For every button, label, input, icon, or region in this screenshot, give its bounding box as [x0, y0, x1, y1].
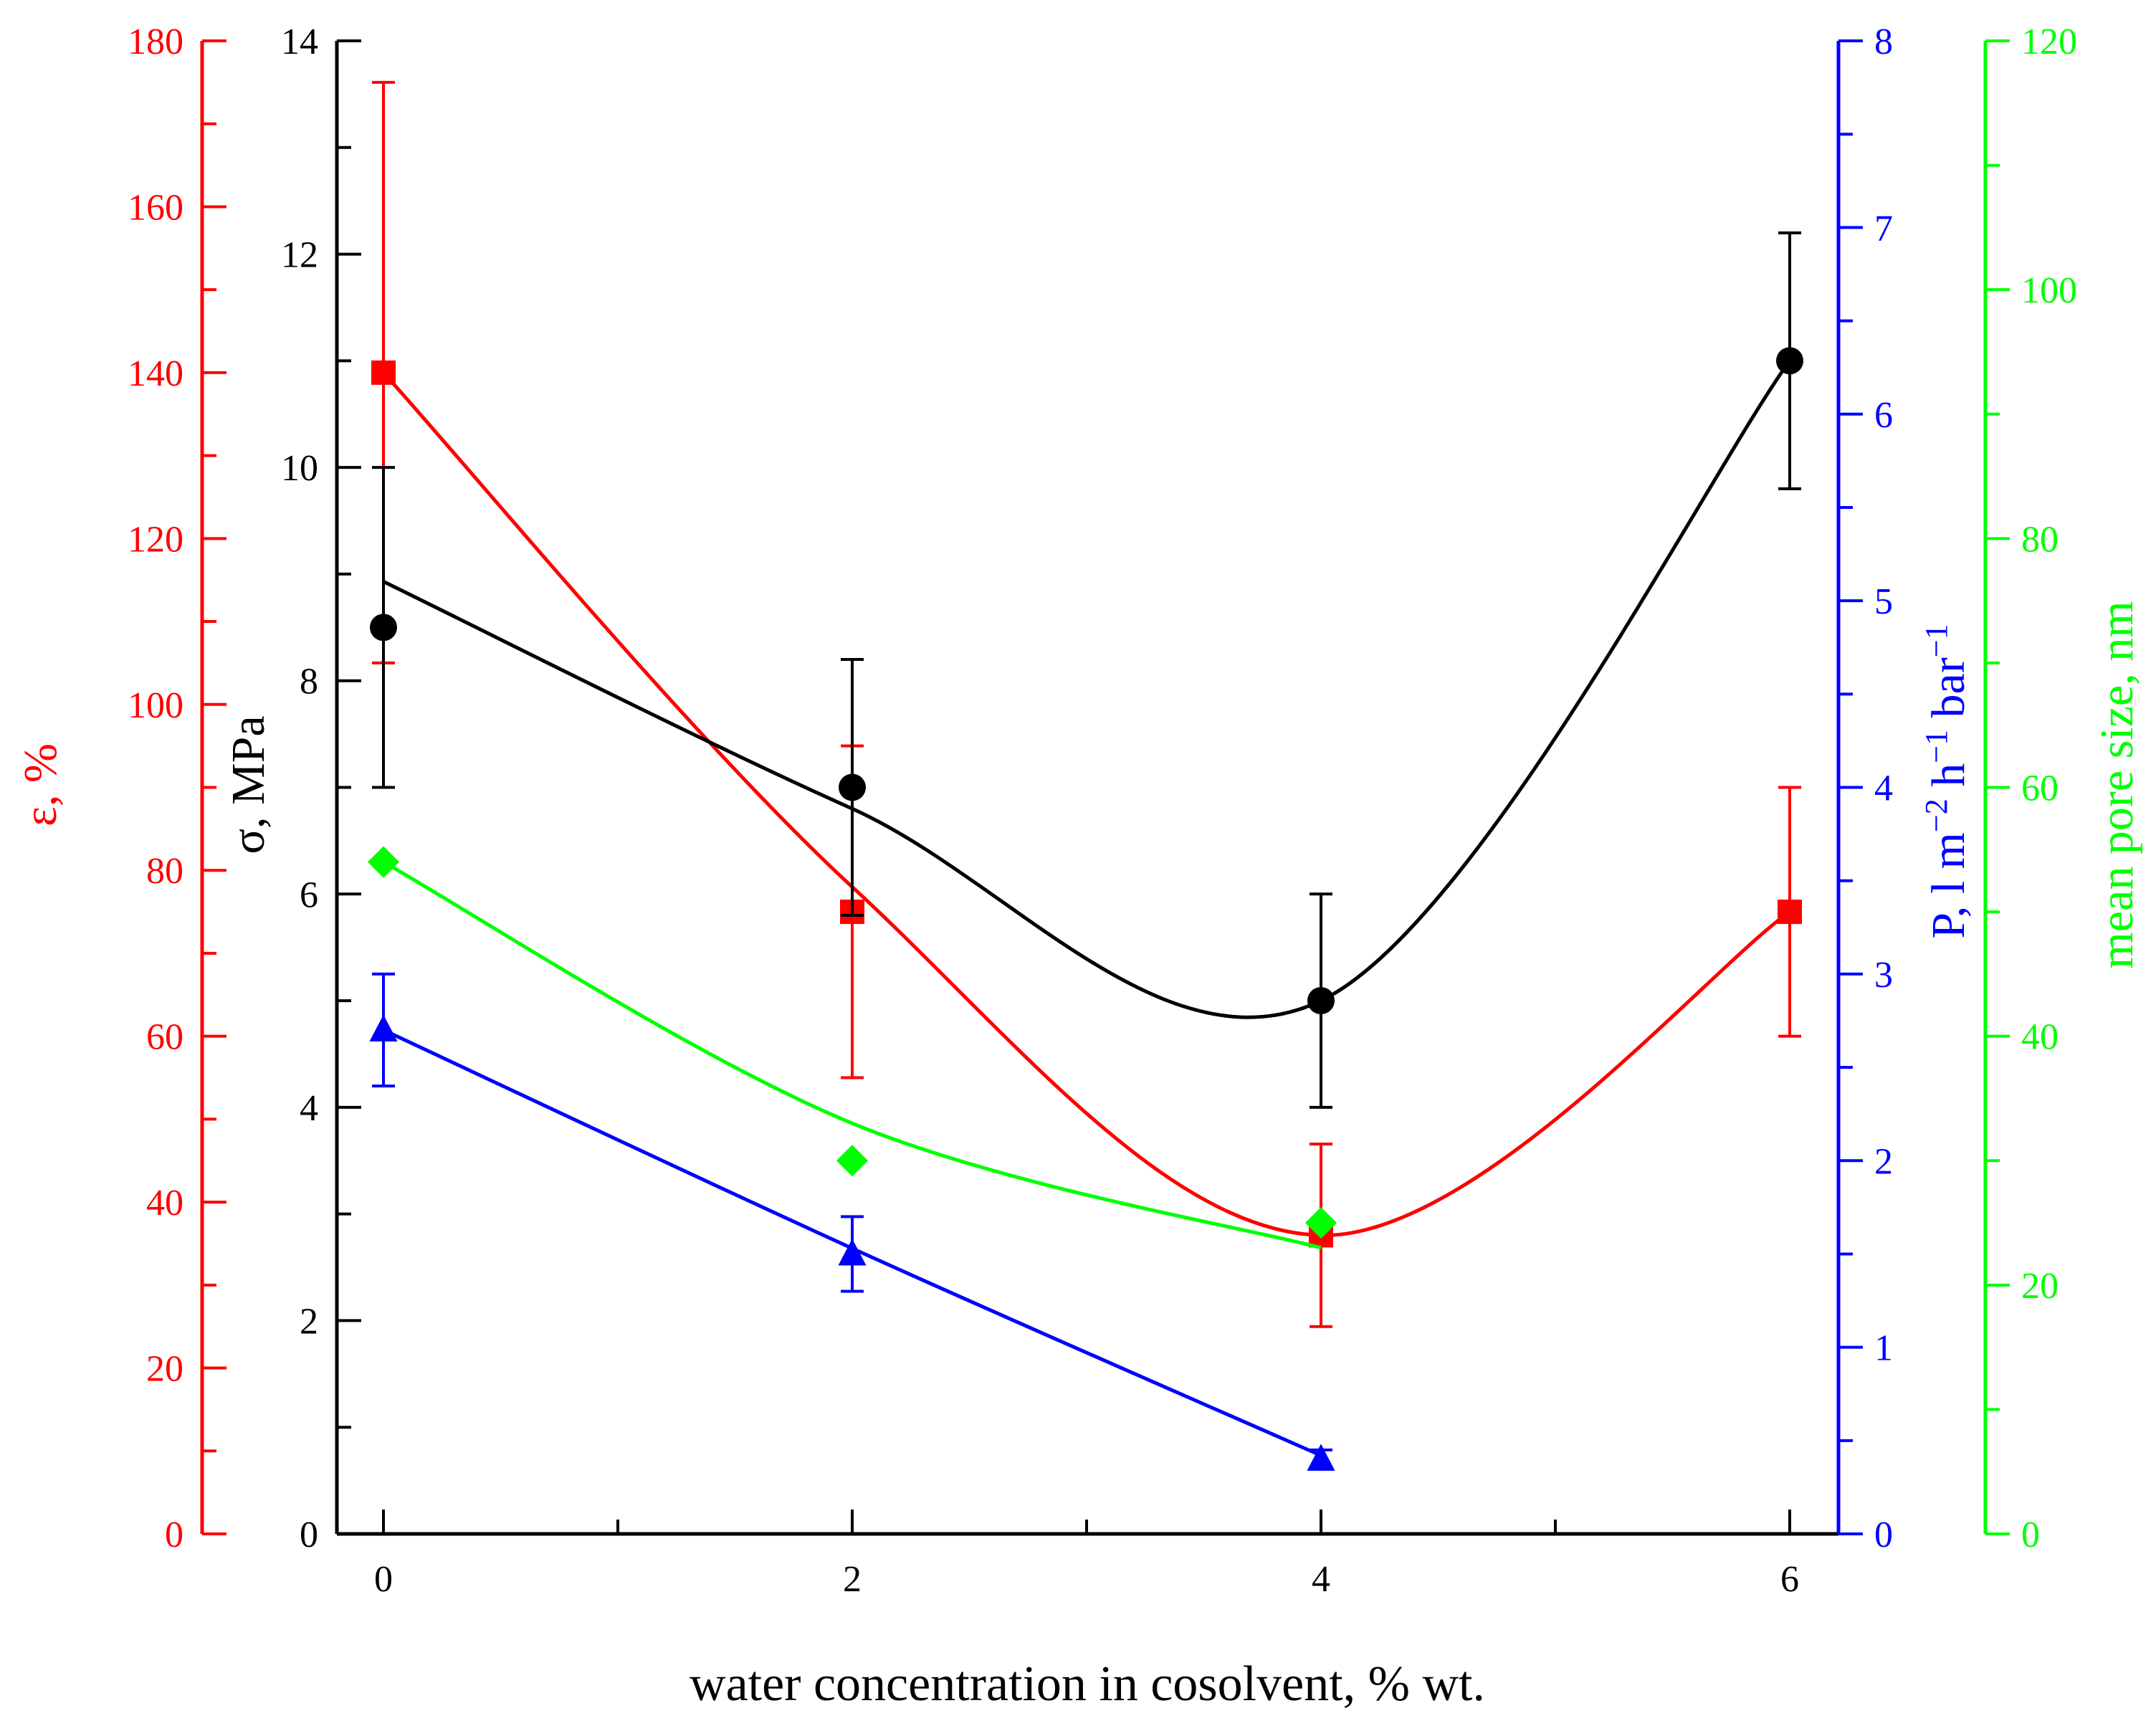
- y-tick-label-sigma: 6: [300, 874, 318, 915]
- y-tick-label-pore: 20: [2021, 1266, 2059, 1307]
- axes-group: 0 2 4 6020406080100120140160180024681012140…: [14, 22, 2143, 1600]
- perm-title-part: bar: [1922, 657, 1975, 730]
- y-axis-title-eps: ε, %: [14, 743, 67, 826]
- y-axis-title-sigma: σ, MPa: [222, 715, 275, 854]
- y-tick-label-sigma: 10: [281, 448, 318, 489]
- y-tick-label-perm: 4: [1874, 768, 1893, 809]
- y-tick-label-eps: 40: [146, 1183, 183, 1224]
- data-point-perm: [1307, 1444, 1335, 1471]
- y-tick-label-eps: 80: [146, 851, 183, 892]
- perm-title-part: −1: [1919, 624, 1954, 657]
- y-tick-label-sigma: 14: [281, 22, 318, 62]
- fit-line-eps: [382, 371, 1791, 1237]
- y-tick-label-eps: 0: [165, 1515, 183, 1555]
- data-point-eps: [371, 360, 396, 385]
- y-tick-label-eps: 160: [128, 187, 183, 228]
- y-tick-label-perm: 1: [1874, 1328, 1893, 1369]
- y-tick-label-pore: 40: [2021, 1017, 2059, 1058]
- y-tick-label-eps: 140: [128, 353, 183, 394]
- y-tick-label-sigma: 12: [281, 235, 318, 276]
- series-eps: [371, 80, 1802, 1328]
- y-tick-label-perm: 2: [1874, 1141, 1893, 1182]
- y-axis-pore: 0 20 40 60 80 100 120: [1983, 22, 2077, 1555]
- x-axis-title: water concentration in cosolvent, % wt.: [690, 1656, 1485, 1712]
- x-tick-label: 6: [1780, 1559, 1799, 1600]
- y-tick-label-perm: 5: [1874, 581, 1893, 622]
- fit-line-sigma: [382, 359, 1792, 1019]
- data-point-pore: [367, 846, 400, 878]
- y-tick-label-pore: 60: [2021, 768, 2059, 809]
- data-point-pore: [836, 1145, 869, 1177]
- y-tick-label-sigma: 2: [300, 1301, 318, 1342]
- y-tick-label-eps: 120: [128, 519, 183, 560]
- x-tick-label: 0: [374, 1559, 393, 1600]
- series-perm: [369, 972, 1335, 1471]
- y-tick-label-perm: 8: [1874, 22, 1893, 62]
- data-point-sigma: [839, 773, 866, 801]
- data-point-pore: [1304, 1206, 1337, 1239]
- y-tick-label-pore: 80: [2021, 519, 2059, 560]
- perm-title-part: −1: [1919, 730, 1954, 763]
- perm-title-part: −2: [1919, 798, 1954, 832]
- perm-title-part: h: [1922, 763, 1975, 799]
- y-tick-label-perm: 0: [1874, 1515, 1893, 1555]
- y-axis-sigma: 0 2 4 6 8 10 12 14: [281, 22, 361, 1555]
- y-axis-title-pore: mean pore size, nm: [2091, 601, 2143, 968]
- y-tick-label-eps: 180: [128, 22, 183, 62]
- y-tick-label-pore: 100: [2021, 270, 2077, 311]
- fit-line-pore: [382, 860, 1322, 1250]
- y-tick-label-pore: 120: [2021, 22, 2077, 62]
- series-sigma: [370, 231, 1803, 1109]
- series-group: [367, 80, 1803, 1471]
- data-point-eps: [1778, 900, 1802, 925]
- y-axis-perm: 0 1 2 3 4 5 6 7 8: [1836, 22, 1893, 1555]
- data-point-perm: [838, 1239, 867, 1266]
- x-tick-label: 4: [1312, 1559, 1330, 1600]
- y-tick-label-sigma: 4: [300, 1088, 318, 1129]
- y-tick-label-eps: 100: [128, 685, 183, 726]
- x-tick-label: 2: [843, 1559, 862, 1600]
- data-point-perm: [369, 1014, 398, 1042]
- y-tick-label-pore: 0: [2021, 1515, 2040, 1555]
- data-point-sigma: [1776, 347, 1803, 375]
- y-tick-label-perm: 6: [1874, 395, 1893, 436]
- data-point-sigma: [1307, 987, 1335, 1015]
- y-tick-label-sigma: 0: [300, 1515, 318, 1555]
- y-axis-eps: 0 20 40 60 80 100 120 140 160 180: [128, 22, 226, 1555]
- y-axis-title-perm: P, l m−2 h−1 bar−1: [1919, 624, 1975, 938]
- series-pore: [367, 846, 1337, 1250]
- data-point-sigma: [370, 614, 397, 642]
- y-tick-label-perm: 3: [1874, 955, 1893, 996]
- y-tick-label-sigma: 8: [300, 662, 318, 702]
- y-tick-label-eps: 20: [146, 1349, 183, 1390]
- y-tick-label-eps: 60: [146, 1017, 183, 1058]
- y-tick-label-perm: 7: [1874, 208, 1893, 249]
- perm-title-part: P, l m: [1922, 832, 1975, 939]
